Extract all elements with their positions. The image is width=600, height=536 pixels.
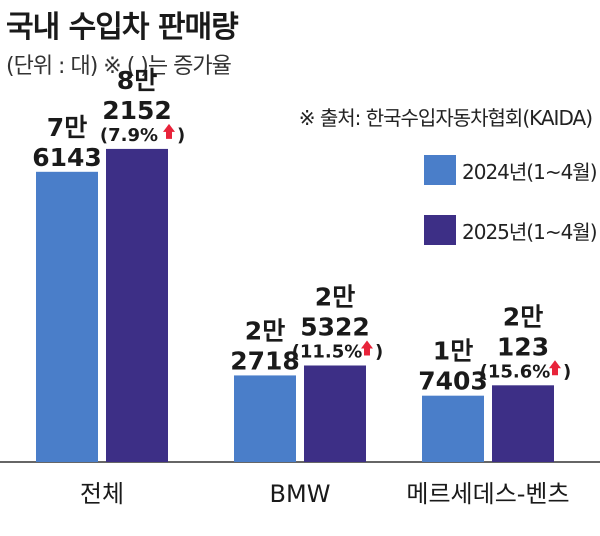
value-label-1-1-1: 5322 <box>300 312 370 341</box>
chart-subtitle: (단위 : 대) ※ ( )는 증가율 <box>6 54 232 79</box>
category-label-2: 메르세데스-벤츠 <box>406 480 569 508</box>
legend-swatch-2025 <box>424 215 456 245</box>
growth-label-1: (11.5% <box>292 341 363 362</box>
growth-label-2: (15.6% <box>480 361 551 382</box>
bar-0-1 <box>234 375 296 462</box>
value-label-0-0-1: 6143 <box>32 143 102 172</box>
value-label-1-0-1: 2152 <box>102 96 172 125</box>
growth-close-paren-1: ) <box>375 341 383 362</box>
bar-0-2 <box>422 395 484 462</box>
value-label-0-2-1: 7403 <box>418 367 488 396</box>
bar-1-1 <box>304 365 366 462</box>
category-label-1: BMW <box>270 480 331 508</box>
growth-close-paren-0: ) <box>177 125 185 146</box>
legend-swatch-2024 <box>424 155 456 185</box>
up-arrow-icon-2 <box>549 360 561 376</box>
value-label-1-0-0: 8만 <box>117 66 157 95</box>
legend-label-2025: 2025년(1~4월) <box>462 219 598 244</box>
source-note: ※ 출처: 한국수입자동차협회(KAIDA) <box>298 106 593 130</box>
legend-2025: 2025년(1~4월) <box>424 215 598 245</box>
chart-title: 국내 수입차 판매량 <box>6 10 239 45</box>
bar-1-0 <box>106 148 168 462</box>
value-label-0-2-0: 1만 <box>433 337 473 366</box>
legend-label-2024: 2024년(1~4월) <box>462 159 598 184</box>
value-label-0-0-0: 7만 <box>47 113 87 142</box>
value-label-0-1-0: 2만 <box>245 316 285 345</box>
bar-0-0 <box>36 171 98 463</box>
up-arrow-icon-1 <box>361 340 373 356</box>
value-label-0-1-1: 2718 <box>230 346 300 375</box>
bar-1-2 <box>492 385 554 462</box>
category-label-0: 전체 <box>80 480 124 508</box>
legend-2024: 2024년(1~4월) <box>424 155 598 185</box>
value-label-1-1-0: 2만 <box>315 282 355 311</box>
up-arrow-icon-0 <box>163 123 175 139</box>
growth-label-0: (7.9% <box>100 125 158 146</box>
value-label-1-2-1: 123 <box>497 332 549 361</box>
value-label-1-2-0: 2만 <box>503 302 543 331</box>
growth-close-paren-2: ) <box>563 361 571 382</box>
